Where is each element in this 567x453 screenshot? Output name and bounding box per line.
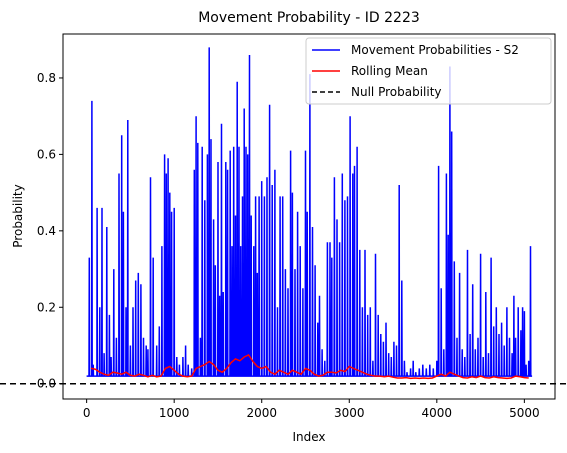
- x-tick-label: 0: [83, 406, 91, 420]
- y-tick-label: 0.8: [37, 71, 56, 85]
- y-tick-label: 0.6: [37, 147, 56, 161]
- x-tick-label: 1000: [159, 406, 190, 420]
- x-tick-label: 3000: [334, 406, 365, 420]
- plot-area: [86, 47, 533, 380]
- legend-box: [305, 37, 552, 105]
- axes-frame: [62, 33, 556, 400]
- series-line-movement-probabilities: [86, 47, 533, 377]
- x-tick-label: 2000: [246, 406, 277, 420]
- y-tick-label: 0.2: [37, 300, 56, 314]
- y-axis-label: Probability: [11, 184, 25, 247]
- legend-label-null-probability: Null Probability: [351, 85, 442, 99]
- legend-label-rolling-mean: Rolling Mean: [351, 64, 428, 78]
- x-axis-label: Index: [292, 430, 325, 444]
- series-line-rolling-mean: [90, 354, 529, 380]
- y-tick-label: 0.4: [37, 224, 56, 238]
- axis-ticks: 0 1000 2000 3000 4000 5000 0.0 0.2 0.4 0.6 0.8: [37, 71, 540, 420]
- chart-title: Movement Probability - ID 2223: [198, 10, 420, 26]
- legend-label-probabilities: Movement Probabilities - S2: [351, 43, 519, 57]
- legend: Movement Probabilities - S2 Rolling Mean…: [305, 37, 552, 105]
- x-tick-label: 4000: [422, 406, 453, 420]
- x-tick-label: 5000: [509, 406, 540, 420]
- y-tick-label: 0.0: [37, 377, 56, 391]
